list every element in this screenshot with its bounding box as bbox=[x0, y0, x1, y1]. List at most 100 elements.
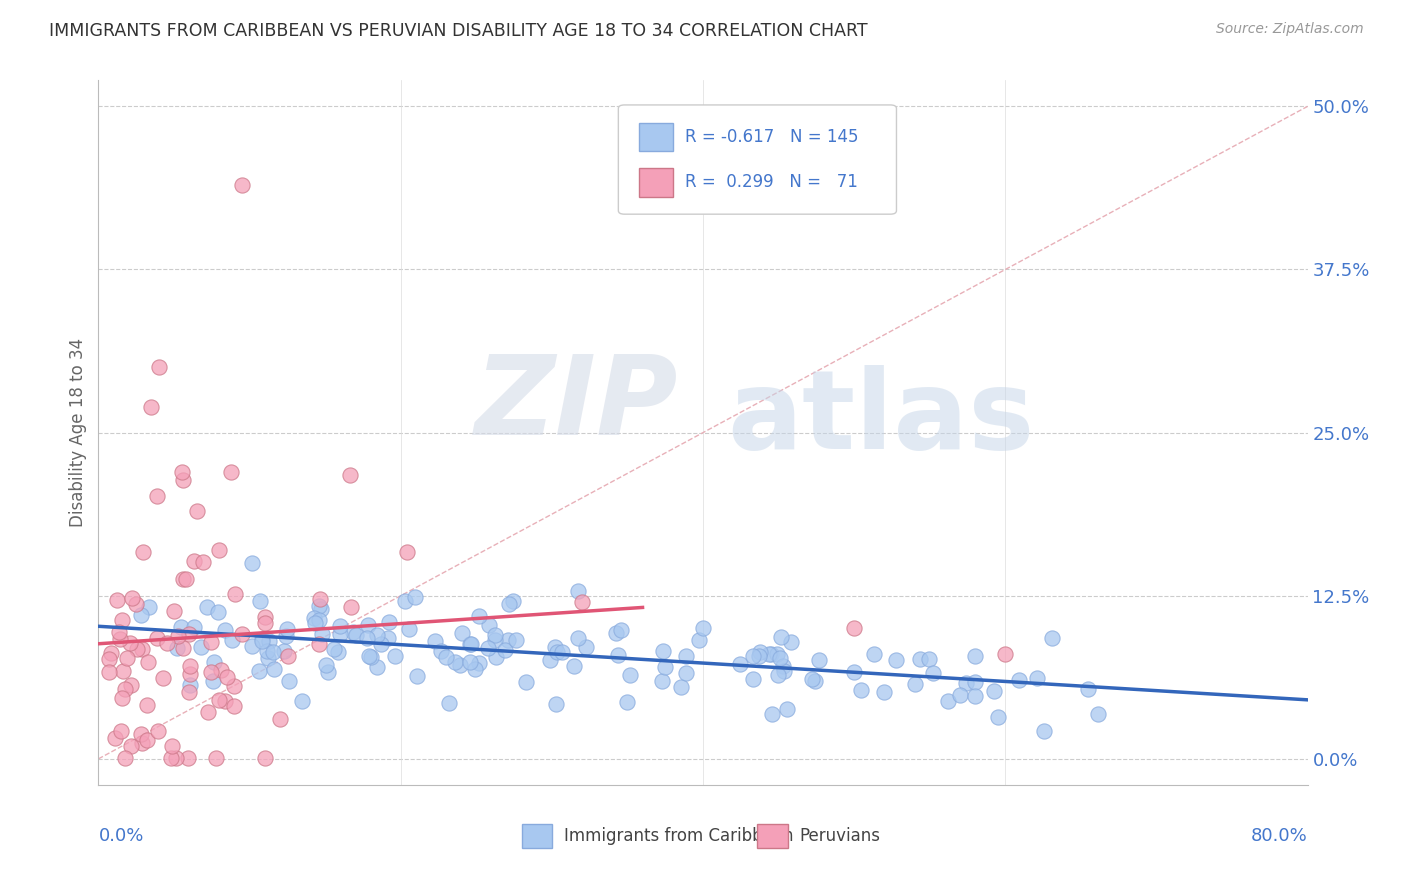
Point bbox=[808, 653, 831, 667]
Point bbox=[269, 712, 291, 726]
Point bbox=[484, 633, 506, 648]
Point bbox=[863, 647, 886, 661]
Point bbox=[254, 616, 277, 631]
Point bbox=[127, 642, 149, 657]
Point bbox=[163, 604, 186, 618]
Point bbox=[219, 465, 242, 479]
Point bbox=[308, 613, 330, 627]
Point bbox=[904, 676, 927, 690]
Point bbox=[308, 637, 330, 651]
Point bbox=[616, 695, 638, 709]
Point bbox=[107, 625, 129, 640]
Point bbox=[571, 595, 593, 609]
Point bbox=[505, 633, 527, 648]
Point bbox=[918, 652, 941, 666]
Point bbox=[183, 620, 205, 634]
Point bbox=[515, 675, 537, 690]
Point bbox=[464, 662, 486, 676]
Point bbox=[277, 674, 299, 689]
Point bbox=[444, 655, 467, 669]
Text: Peruvians: Peruvians bbox=[800, 827, 880, 845]
Point bbox=[1077, 682, 1099, 697]
Point bbox=[315, 658, 337, 673]
Point bbox=[155, 635, 177, 649]
Point bbox=[214, 694, 236, 708]
Point bbox=[758, 648, 780, 662]
Point bbox=[851, 683, 873, 698]
Point bbox=[344, 628, 367, 642]
Point bbox=[179, 667, 201, 681]
Point bbox=[172, 572, 194, 586]
Point bbox=[342, 624, 364, 639]
Point bbox=[179, 678, 201, 692]
Point bbox=[97, 652, 120, 666]
Point bbox=[936, 694, 959, 708]
Point bbox=[201, 674, 224, 689]
Point bbox=[873, 685, 896, 699]
Point bbox=[208, 543, 231, 558]
Point bbox=[575, 640, 598, 654]
Point bbox=[844, 665, 866, 679]
Point bbox=[105, 592, 128, 607]
Point bbox=[567, 631, 589, 645]
Point bbox=[748, 648, 770, 663]
Point bbox=[125, 597, 148, 611]
Point bbox=[844, 621, 866, 635]
Point bbox=[273, 644, 295, 658]
Point bbox=[170, 465, 193, 479]
Point bbox=[356, 631, 378, 645]
Bar bbox=[638, 169, 673, 196]
Point bbox=[478, 618, 501, 632]
Point bbox=[160, 739, 183, 753]
Point bbox=[502, 594, 524, 608]
Point bbox=[1087, 706, 1109, 721]
Point bbox=[177, 750, 200, 764]
Point bbox=[97, 665, 120, 680]
Point bbox=[607, 648, 630, 662]
Point bbox=[222, 698, 245, 713]
Text: Immigrants from Caribbean: Immigrants from Caribbean bbox=[564, 827, 793, 845]
Point bbox=[146, 489, 169, 503]
Point bbox=[688, 633, 710, 648]
Point bbox=[111, 613, 134, 627]
Point bbox=[224, 587, 246, 601]
Point bbox=[965, 690, 987, 704]
Point bbox=[263, 661, 285, 675]
Point bbox=[179, 626, 201, 640]
Point bbox=[360, 650, 382, 665]
Point bbox=[160, 750, 183, 764]
Point bbox=[129, 608, 152, 623]
Point bbox=[311, 627, 333, 641]
Point bbox=[468, 609, 491, 624]
Point bbox=[366, 659, 388, 673]
Text: R =  0.299   N =   71: R = 0.299 N = 71 bbox=[685, 173, 858, 192]
Text: 80.0%: 80.0% bbox=[1251, 827, 1308, 846]
Point bbox=[152, 671, 174, 685]
FancyBboxPatch shape bbox=[619, 105, 897, 214]
Point bbox=[460, 637, 482, 651]
Text: IMMIGRANTS FROM CARIBBEAN VS PERUVIAN DISABILITY AGE 18 TO 34 CORRELATION CHART: IMMIGRANTS FROM CARIBBEAN VS PERUVIAN DI… bbox=[49, 22, 868, 40]
Point bbox=[450, 625, 472, 640]
Point bbox=[339, 468, 361, 483]
Point bbox=[434, 650, 457, 665]
Point bbox=[610, 624, 633, 638]
Point bbox=[605, 625, 627, 640]
Bar bbox=[758, 823, 787, 848]
Point bbox=[257, 634, 280, 648]
Point bbox=[174, 572, 197, 586]
Point bbox=[205, 750, 228, 764]
Point bbox=[1040, 631, 1063, 645]
Point bbox=[252, 633, 274, 648]
Point bbox=[207, 605, 229, 619]
Point bbox=[118, 636, 141, 650]
Point bbox=[257, 650, 280, 665]
Point bbox=[651, 643, 673, 657]
Point bbox=[262, 645, 284, 659]
Point bbox=[145, 631, 167, 645]
Point bbox=[131, 727, 153, 741]
Point bbox=[186, 504, 208, 518]
Point bbox=[309, 591, 332, 606]
Point bbox=[458, 655, 481, 669]
Point bbox=[112, 664, 135, 678]
Point bbox=[377, 631, 399, 645]
